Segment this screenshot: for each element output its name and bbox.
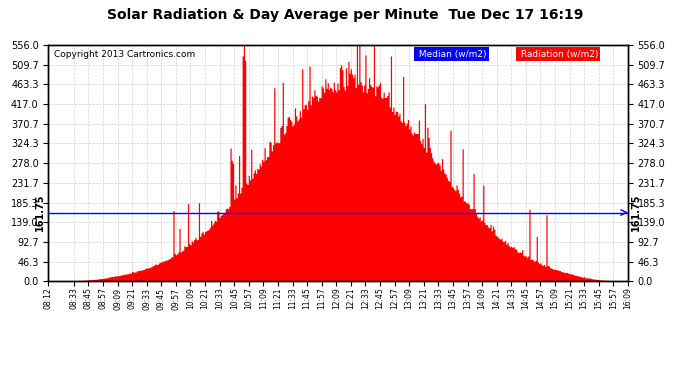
Text: Median (w/m2): Median (w/m2) [416,50,487,59]
Text: Copyright 2013 Cartronics.com: Copyright 2013 Cartronics.com [54,50,195,59]
Text: Solar Radiation & Day Average per Minute  Tue Dec 17 16:19: Solar Radiation & Day Average per Minute… [107,8,583,21]
Text: 161.75: 161.75 [631,194,641,231]
Text: 161.75: 161.75 [35,194,46,231]
Text: Radiation (w/m2): Radiation (w/m2) [518,50,598,59]
